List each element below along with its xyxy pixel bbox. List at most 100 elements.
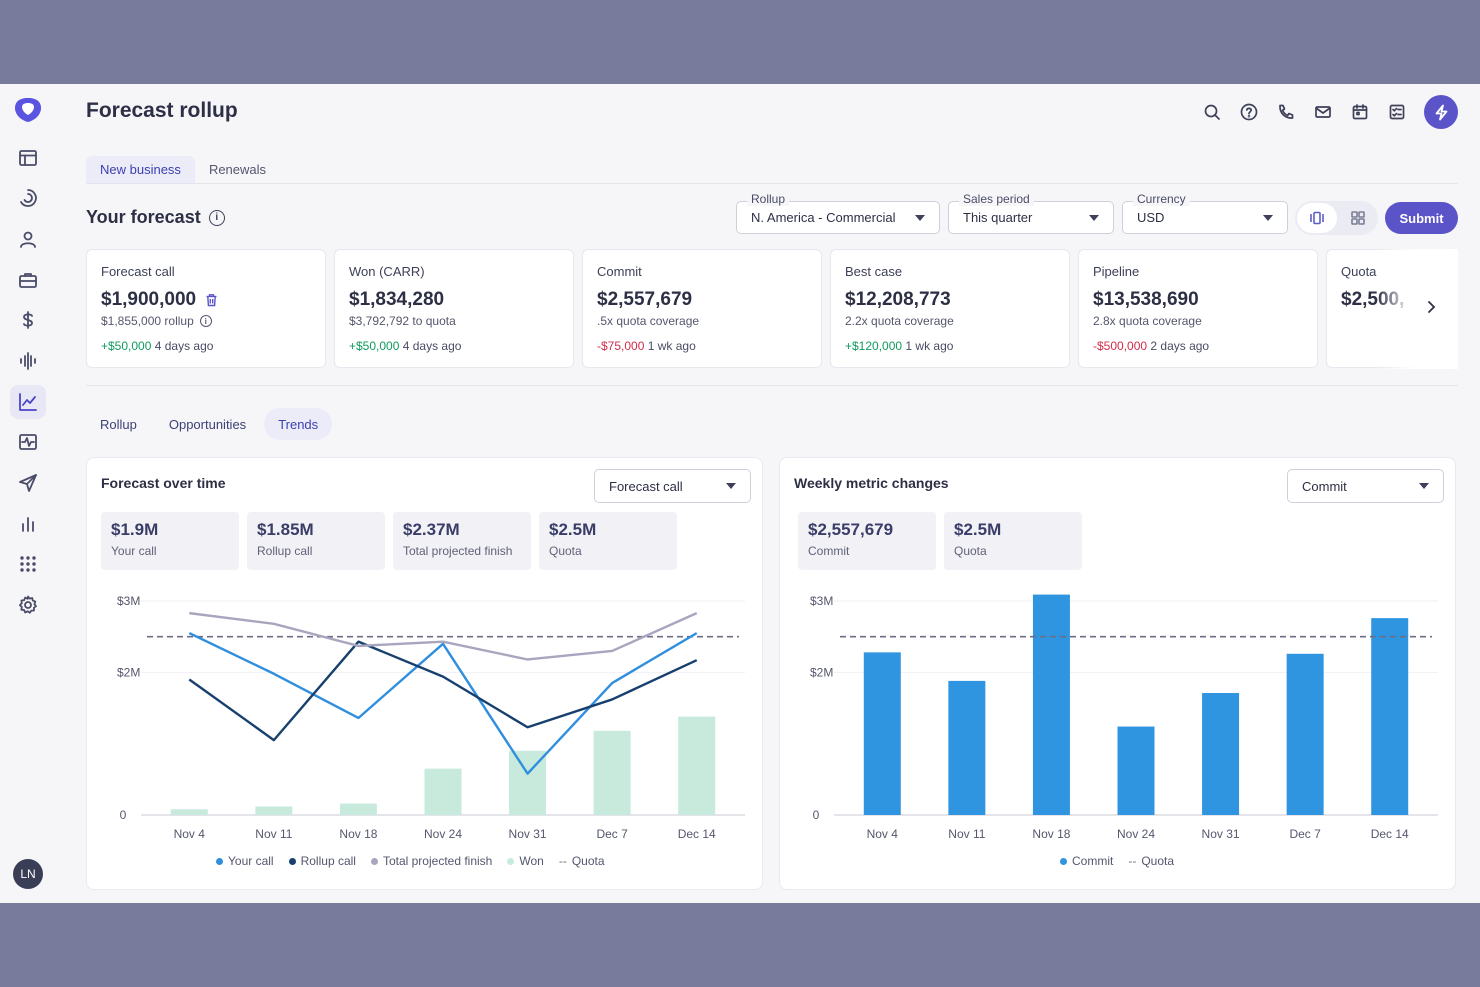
carousel-view-button[interactable] [1297, 203, 1337, 233]
bar-won [255, 806, 293, 815]
chart-legend: Your call Rollup call Total projected fi… [216, 854, 605, 868]
help-icon [1240, 103, 1258, 121]
sidebar-item-conversations[interactable] [10, 344, 46, 378]
chevron-down-icon [1419, 483, 1429, 489]
x-tick-label: Dec 7 [596, 827, 628, 841]
currency-select-value: USD [1137, 210, 1165, 225]
info-icon[interactable]: i [199, 315, 212, 327]
sidebar-item-deals[interactable] [10, 263, 46, 297]
tasks-button[interactable] [1385, 100, 1409, 124]
metric-card-forecast-call[interactable]: Forecast call $1,900,000 $1,855,000 roll… [86, 249, 326, 368]
legend-item-total-projected-finish[interactable]: Total projected finish [370, 854, 492, 868]
email-button[interactable] [1311, 100, 1335, 124]
metric-card-won[interactable]: Won (CARR) $1,834,280 $3,792,792 to quot… [334, 249, 574, 368]
chevron-right-icon[interactable] [1421, 297, 1441, 317]
card-label: Commit [597, 264, 642, 279]
weekly-bar-chart: $3M $2M 0 Nov 4 Nov 11 Nov 18 Nov 24 Nov 31 Dec … [810, 594, 1438, 841]
currency-select[interactable]: Currency USD [1122, 192, 1288, 234]
trash-icon[interactable] [205, 293, 218, 307]
tab-rollup[interactable]: Rollup [100, 416, 137, 432]
user-avatar[interactable]: LN [13, 859, 43, 889]
cards-fade-overlay [1376, 249, 1458, 369]
legend-label: Commit [1072, 854, 1114, 868]
legend-item-commit[interactable]: Commit [1060, 854, 1113, 868]
legend-item-your-call[interactable]: Your call [216, 854, 274, 868]
forecast-metric-dropdown[interactable]: Forecast call [594, 469, 751, 503]
grid-view-button[interactable] [1339, 203, 1379, 233]
stat-label: Quota [549, 544, 582, 558]
sidebar-item-engage[interactable] [10, 466, 46, 500]
legend-label: Quota [1141, 854, 1175, 868]
y-tick-label: $2M [810, 665, 833, 679]
x-tick-label: Nov 11 [948, 827, 985, 841]
calendar-icon [1352, 104, 1368, 120]
chevron-down-icon [1089, 215, 1099, 221]
card-delta: -$500,000 [1093, 339, 1148, 353]
series-line-total-projected-finish [189, 611, 698, 661]
sales-period-select[interactable]: Sales period This quarter [948, 192, 1114, 234]
bar-won [593, 730, 631, 815]
sidebar-item-reports[interactable] [10, 507, 46, 541]
card-delta-time: 4 days ago [154, 339, 214, 353]
legend-label: Rollup call [300, 854, 356, 868]
sidebar: LN [0, 84, 56, 903]
sidebar-item-forecast[interactable] [10, 385, 46, 419]
sidebar-item-contacts[interactable] [10, 222, 46, 256]
search-button[interactable] [1200, 100, 1224, 124]
metric-card-commit[interactable]: Commit $2,557,679 .5x quota coverage -$7… [582, 249, 822, 368]
x-tick-label: Nov 24 [424, 827, 462, 841]
trend-chart-icon [19, 393, 37, 411]
sidebar-item-apps[interactable] [10, 547, 46, 581]
bar-won [339, 803, 377, 815]
brand-logo-icon[interactable] [13, 96, 43, 124]
legend-item-quota[interactable]: -- Quota [1128, 854, 1174, 868]
sidebar-item-settings[interactable] [10, 588, 46, 622]
legend-label: Won [519, 854, 544, 868]
tab-trends[interactable]: Trends [264, 408, 333, 440]
user-icon [20, 231, 36, 248]
legend-item-rollup-call[interactable]: Rollup call [288, 854, 356, 868]
y-tick-label: $3M [810, 594, 833, 608]
tab-renewals[interactable]: Renewals [208, 162, 267, 177]
legend-dash: -- [1128, 854, 1137, 868]
sidebar-item-dashboard[interactable] [10, 141, 46, 175]
bar-won [170, 809, 208, 815]
waveform-icon [20, 352, 36, 370]
calendar-button[interactable] [1348, 100, 1372, 124]
card-label: Pipeline [1093, 264, 1140, 279]
legend-item-quota[interactable]: -- Quota [559, 854, 605, 868]
legend-item-won[interactable]: Won [507, 854, 544, 868]
bar-commit [1286, 653, 1324, 815]
bar-chart-icon [22, 517, 34, 532]
card-label: Forecast call [101, 264, 175, 279]
submit-button[interactable]: Submit [1385, 202, 1458, 234]
legend-dot [216, 857, 223, 865]
dollar-icon [23, 311, 33, 329]
help-button[interactable] [1237, 100, 1261, 124]
x-tick-label: Nov 18 [1032, 827, 1070, 841]
phone-button[interactable] [1274, 100, 1298, 124]
info-icon[interactable]: i [208, 209, 225, 226]
stat-label: Rollup call [257, 544, 313, 558]
tab-opportunities[interactable]: Opportunities [168, 416, 247, 432]
x-tick-label: Nov 31 [1202, 827, 1240, 841]
tab-new-business[interactable]: New business [86, 156, 195, 183]
briefcase-icon [19, 273, 37, 288]
sidebar-item-revenue[interactable] [10, 303, 46, 337]
metric-card-pipeline[interactable]: Pipeline $13,538,690 2.8x quota coverage… [1078, 249, 1318, 368]
rollup-select-value: N. America - Commercial [751, 210, 896, 225]
metric-card-best-case[interactable]: Best case $12,208,773 2.2x quota coverag… [830, 249, 1070, 368]
page-title: Forecast rollup [86, 99, 238, 122]
rollup-select[interactable]: Rollup N. America - Commercial [736, 192, 940, 234]
card-delta: +$50,000 [101, 339, 152, 353]
x-tick-label: Nov 11 [255, 827, 292, 841]
sidebar-item-activity[interactable] [10, 181, 46, 215]
sidebar-item-insights[interactable] [10, 425, 46, 459]
card-subtext: $3,792,792 to quota [349, 314, 456, 328]
quick-actions-button[interactable] [1424, 95, 1458, 129]
mail-icon [1315, 106, 1331, 118]
weekly-metric-dropdown[interactable]: Commit [1287, 469, 1444, 503]
forecast-over-time-panel: Forecast over time Forecast call $1.9M Y… [86, 457, 763, 890]
legend-dot [288, 857, 296, 865]
card-delta-time: 1 wk ago [905, 339, 954, 353]
